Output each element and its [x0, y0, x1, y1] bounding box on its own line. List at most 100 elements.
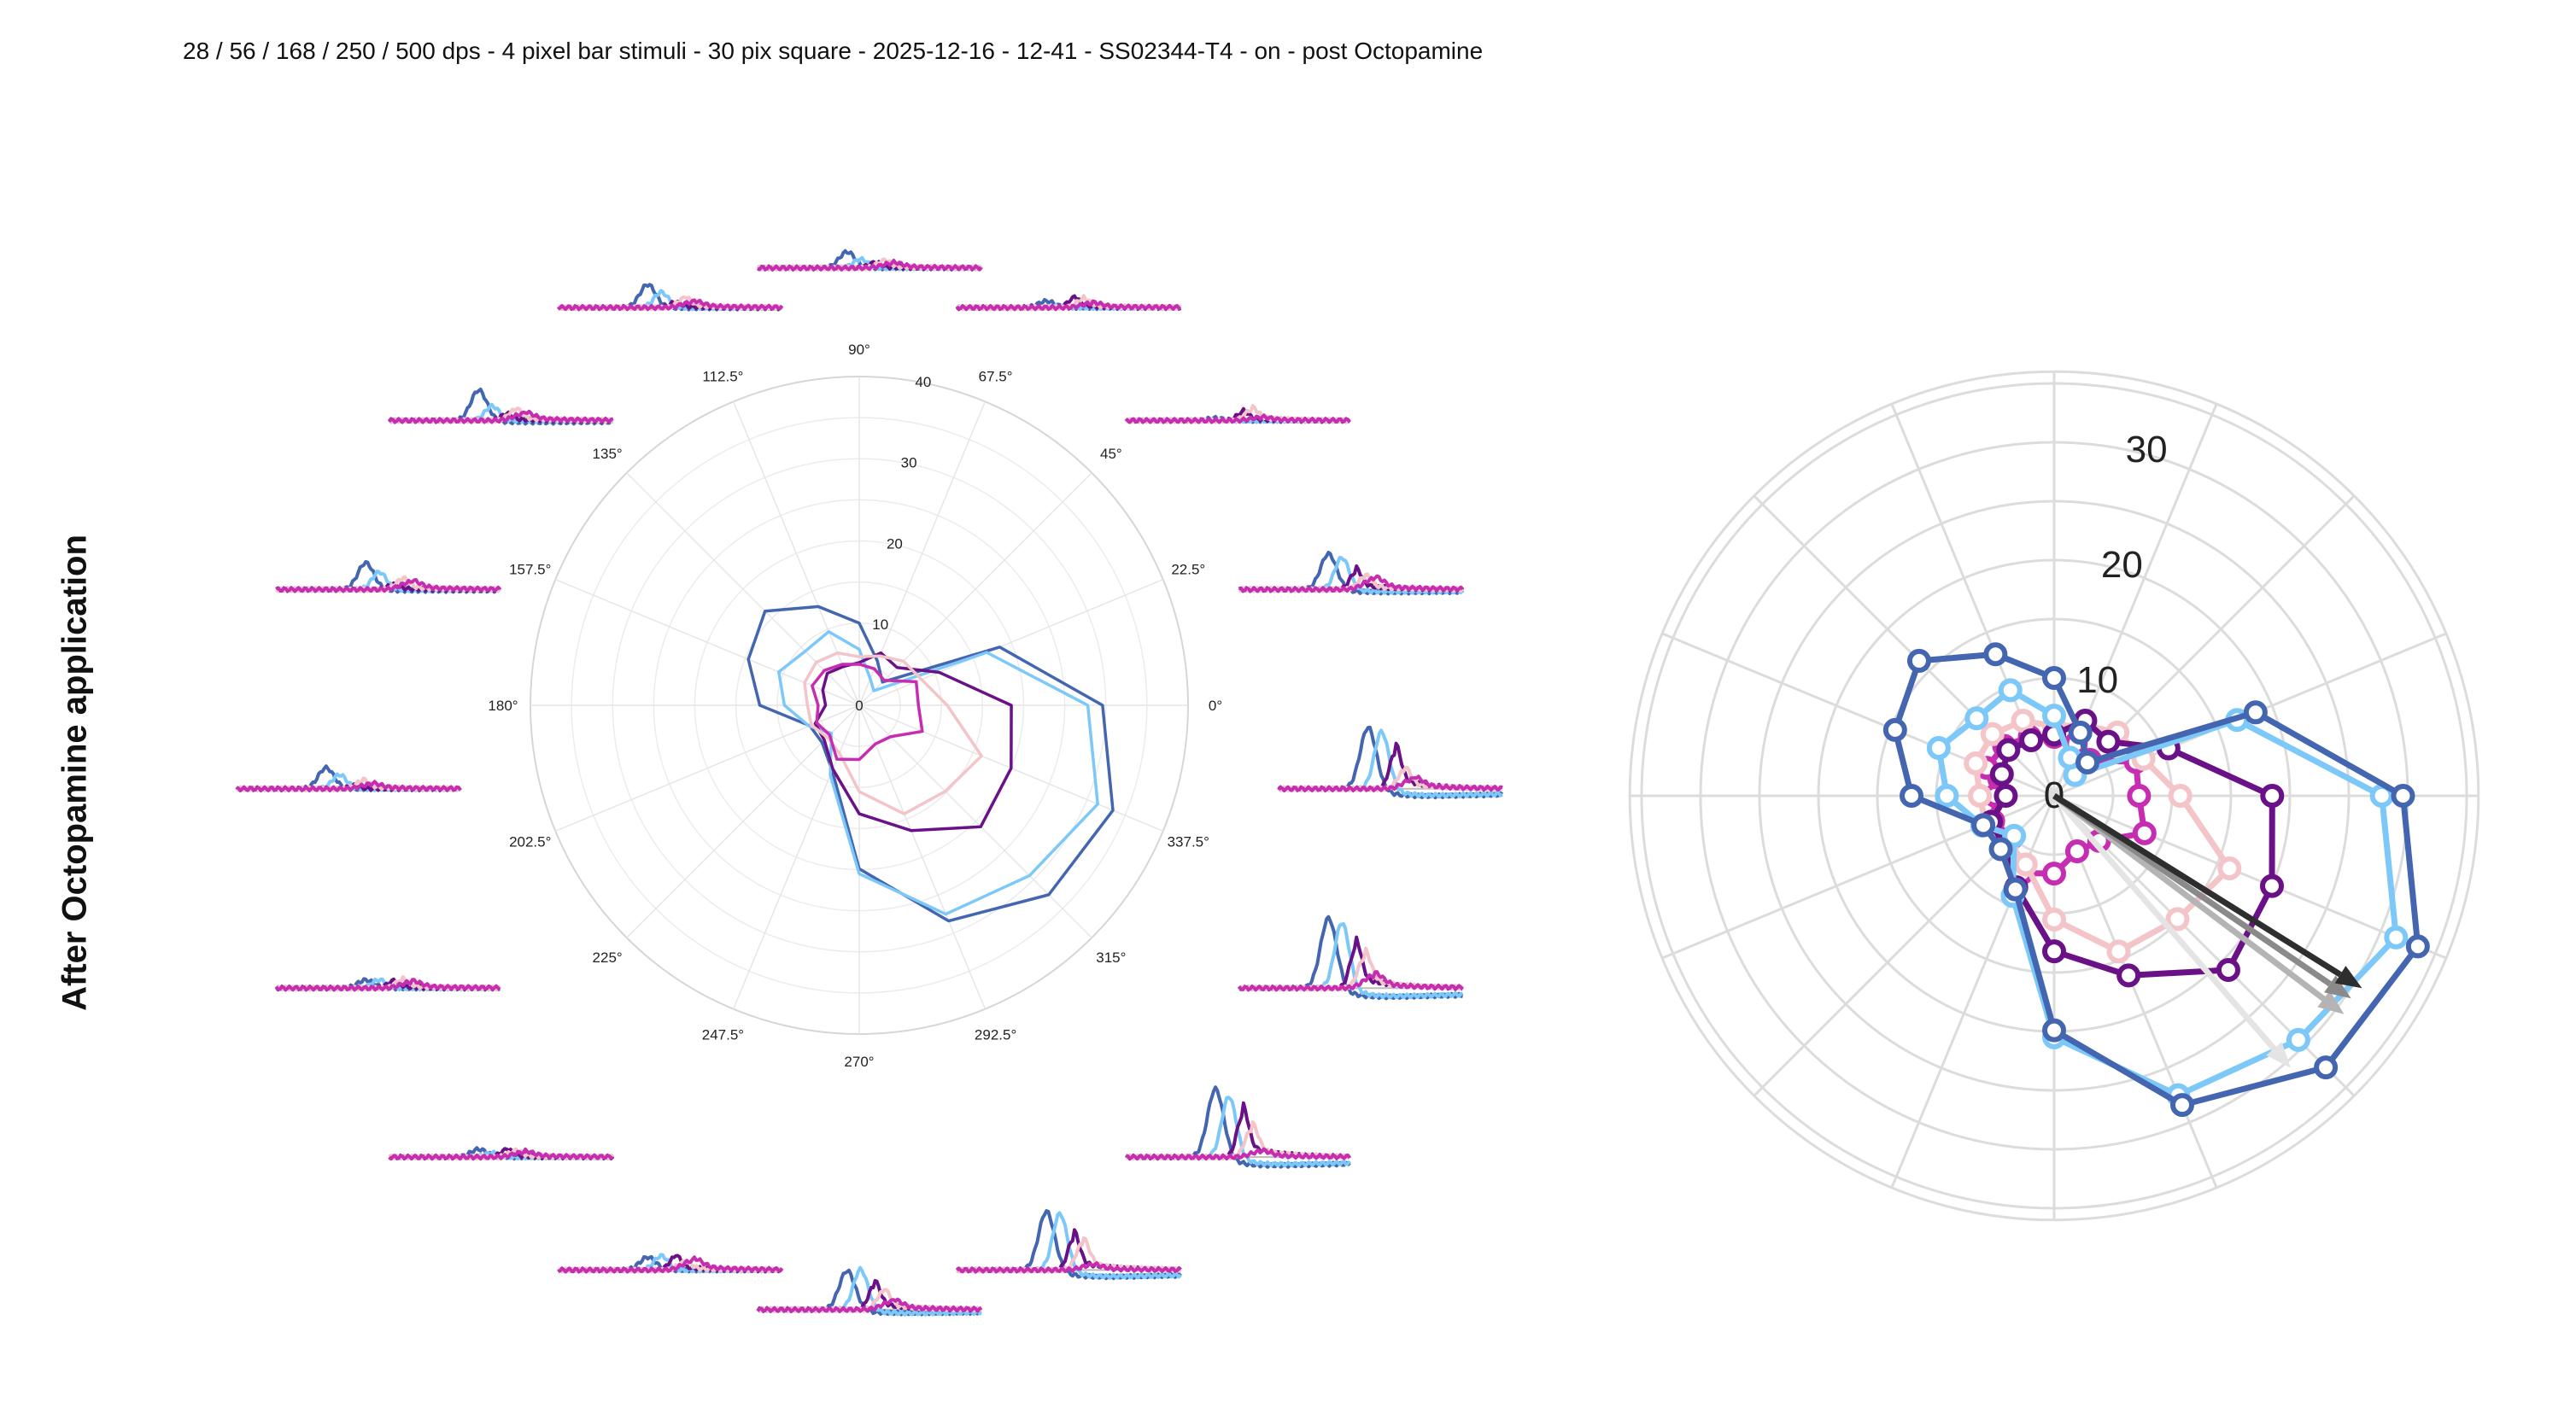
response-trace	[388, 1147, 614, 1161]
response-trace	[1125, 1147, 1351, 1161]
mean-vector-arrow	[2052, 793, 2342, 978]
series-marker	[2042, 907, 2066, 932]
mean-vector-arrowhead	[2324, 975, 2351, 999]
series-marker	[2042, 666, 2066, 690]
grid-spoke	[732, 704, 860, 1009]
response-trace	[275, 577, 501, 593]
grid-spoke	[858, 704, 1092, 938]
grid-spoke	[858, 578, 1163, 706]
response-trace-panel	[1124, 1085, 1351, 1169]
series-line	[811, 663, 924, 762]
series-marker	[1983, 642, 2008, 667]
response-trace-panel	[1238, 550, 1465, 596]
series-marker	[2013, 852, 2038, 877]
series-marker	[2165, 907, 2190, 932]
figure-title: 28 / 56 / 168 / 250 / 500 dps - 4 pixel …	[183, 38, 1484, 64]
response-trace-panel	[275, 559, 501, 594]
series-line	[776, 629, 1099, 916]
grid-spoke	[555, 704, 860, 833]
angle-tick-label: 157.5°	[509, 561, 551, 577]
response-trace-panel	[955, 1209, 1182, 1281]
radial-tick-label: 10	[2076, 659, 2118, 701]
series-marker	[1971, 813, 1996, 838]
angle-tick-label: 247.5°	[702, 1026, 744, 1043]
series-marker	[1968, 784, 1993, 808]
series-marker	[1998, 678, 2023, 703]
response-trace-panel	[1277, 725, 1504, 800]
response-trace-panel	[388, 1146, 615, 1161]
radial-tick-label: 0	[2044, 774, 2064, 816]
series-marker	[2068, 721, 2093, 745]
series-marker	[1964, 706, 1989, 731]
angle-tick-label: 270°	[844, 1054, 874, 1070]
series-marker	[2168, 784, 2193, 808]
angle-tick-label: 67.5°	[979, 369, 1013, 385]
series-marker	[2260, 784, 2285, 808]
response-trace-panel	[388, 387, 614, 426]
series-marker	[2096, 729, 2121, 754]
response-trace	[1277, 741, 1503, 792]
series-marker	[2064, 839, 2089, 864]
series-marker	[2243, 700, 2268, 725]
series-marker	[2314, 1055, 2339, 1080]
grid-spoke	[555, 578, 860, 706]
series-marker	[2003, 877, 2028, 902]
right-polar-chart: 0 10 20 30	[1628, 370, 2480, 1222]
series-marker	[1964, 751, 1988, 775]
series-marker	[2042, 862, 2066, 886]
series-marker	[2216, 957, 2240, 982]
series-marker	[2042, 704, 2066, 728]
response-trace	[955, 1261, 1182, 1274]
radial-tick-label: 20	[887, 535, 903, 552]
radial-tick-label: 30	[2126, 429, 2168, 470]
radial-tick-label: 20	[2101, 544, 2143, 586]
response-trace	[1277, 774, 1503, 792]
response-trace-panel	[557, 1253, 784, 1274]
angle-tick-label: 22.5°	[1171, 561, 1205, 577]
angle-tick-label: 90°	[848, 342, 870, 358]
response-trace	[1238, 574, 1465, 593]
series-marker	[2011, 709, 2035, 733]
mean-vector-arrowhead	[2266, 1042, 2292, 1068]
series-marker	[1989, 762, 2014, 786]
series-marker	[2384, 925, 2409, 949]
series-marker	[2217, 856, 2242, 881]
radial-tick-label: 10	[872, 616, 888, 633]
grid-spoke	[858, 704, 986, 1009]
series-marker	[1900, 784, 1924, 808]
grid-spoke	[858, 472, 1092, 706]
grid-spoke	[732, 401, 860, 706]
grid-spoke	[626, 704, 860, 938]
response-trace	[274, 978, 501, 992]
series-marker	[1906, 648, 1931, 673]
series-marker	[2002, 823, 2027, 848]
series-marker	[1996, 738, 2021, 763]
response-trace-panel	[557, 283, 784, 312]
angle-tick-label: 202.5°	[509, 834, 551, 850]
response-trace-panel	[274, 975, 501, 992]
response-trace	[1125, 1101, 1351, 1161]
angle-tick-label: 0°	[1209, 698, 1222, 714]
series-marker	[2127, 784, 2152, 808]
response-trace	[955, 299, 1181, 312]
mean-vector-arrowhead	[2334, 966, 2362, 989]
series-marker	[2019, 727, 2044, 752]
angle-tick-label: 45°	[1100, 446, 1122, 462]
series-line	[803, 651, 983, 815]
series-marker	[1988, 837, 2013, 862]
series-line	[746, 605, 1115, 923]
response-trace-panel	[756, 1265, 983, 1317]
response-trace	[757, 259, 983, 272]
series-marker	[2259, 874, 2284, 898]
series-marker	[2169, 1093, 2194, 1118]
response-trace	[557, 1255, 784, 1274]
response-trace	[756, 1297, 983, 1313]
series-marker	[1926, 736, 1951, 761]
angle-tick-label: 225°	[593, 949, 623, 966]
response-trace-panel	[1124, 404, 1351, 424]
radial-tick-label: 0	[855, 698, 863, 714]
response-trace	[236, 780, 462, 792]
response-trace-panel	[235, 764, 462, 792]
response-trace	[1124, 413, 1351, 424]
